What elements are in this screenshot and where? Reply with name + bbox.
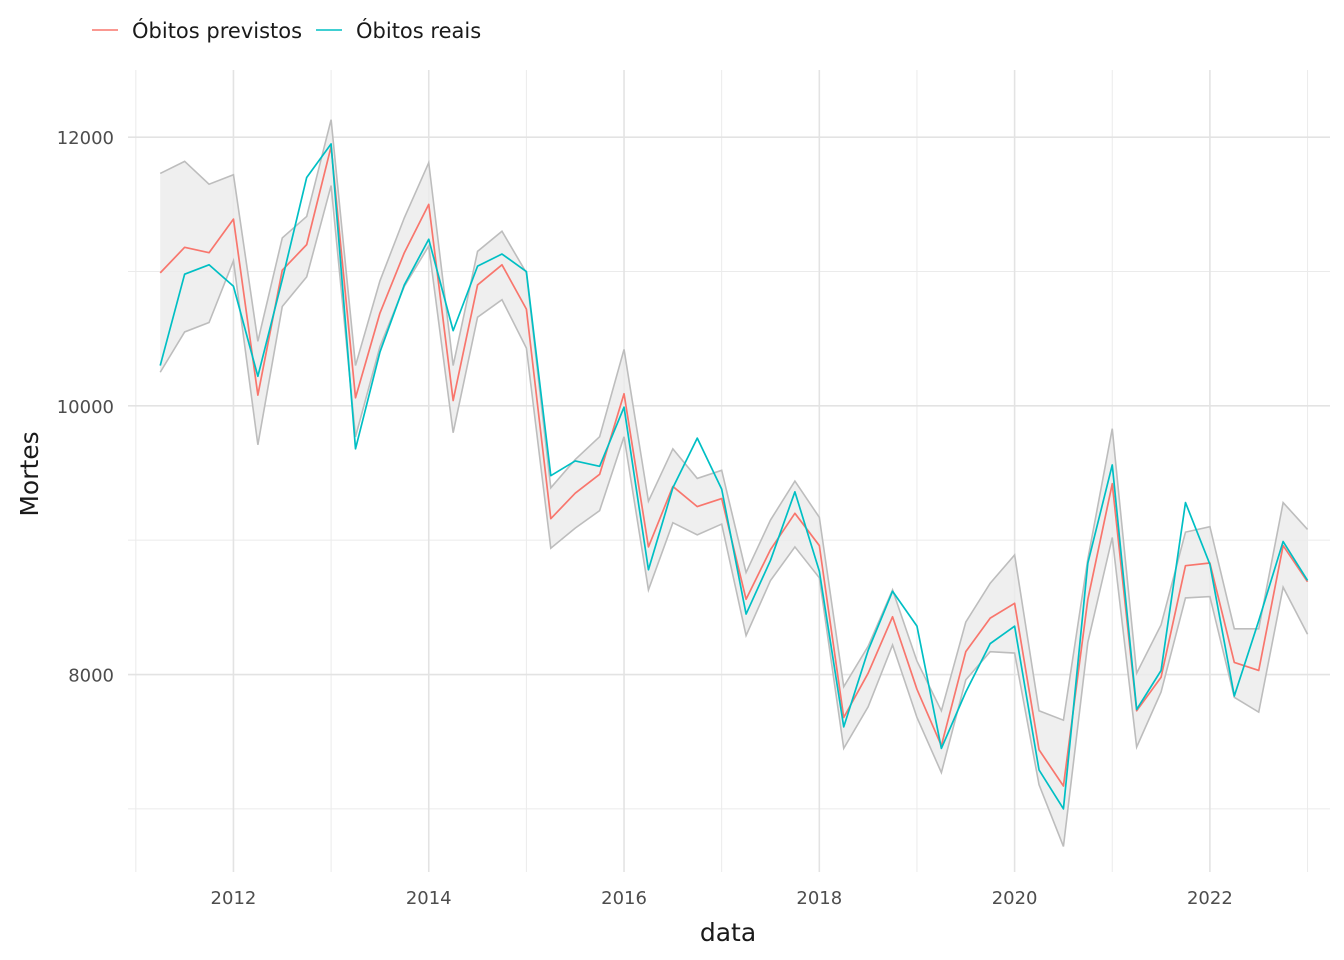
- x-tick-label: 2018: [796, 888, 842, 909]
- series-lines: [159, 143, 1309, 810]
- y-tick-label: 12000: [57, 128, 114, 149]
- major-gridlines: [128, 70, 1330, 872]
- y-axis-ticks: 8000 10000 12000: [57, 128, 114, 686]
- y-tick-label: 8000: [68, 666, 114, 687]
- legend-label-predicted: Óbitos previstos: [132, 18, 302, 43]
- x-axis-ticks: 2012 2014 2016 2018 2020 2022: [211, 888, 1233, 909]
- y-tick-label: 10000: [57, 397, 114, 418]
- x-tick-label: 2014: [406, 888, 452, 909]
- minor-gridlines: [128, 70, 1330, 872]
- band-upper-line: [159, 119, 1309, 722]
- legend: Óbitos previstos Óbitos reais: [92, 18, 481, 43]
- prediction-interval-band: [159, 119, 1309, 847]
- x-tick-label: 2020: [992, 888, 1038, 909]
- x-tick-label: 2016: [601, 888, 647, 909]
- y-axis-title: Mortes: [15, 431, 44, 516]
- x-axis-title: data: [700, 918, 756, 947]
- band-lower-line: [159, 185, 1309, 847]
- series-line-actual: [159, 143, 1309, 810]
- legend-label-actual: Óbitos reais: [356, 18, 481, 43]
- legend-item-actual: Óbitos reais: [316, 18, 481, 43]
- x-tick-label: 2012: [211, 888, 257, 909]
- x-tick-label: 2022: [1187, 888, 1233, 909]
- legend-item-predicted: Óbitos previstos: [92, 18, 302, 43]
